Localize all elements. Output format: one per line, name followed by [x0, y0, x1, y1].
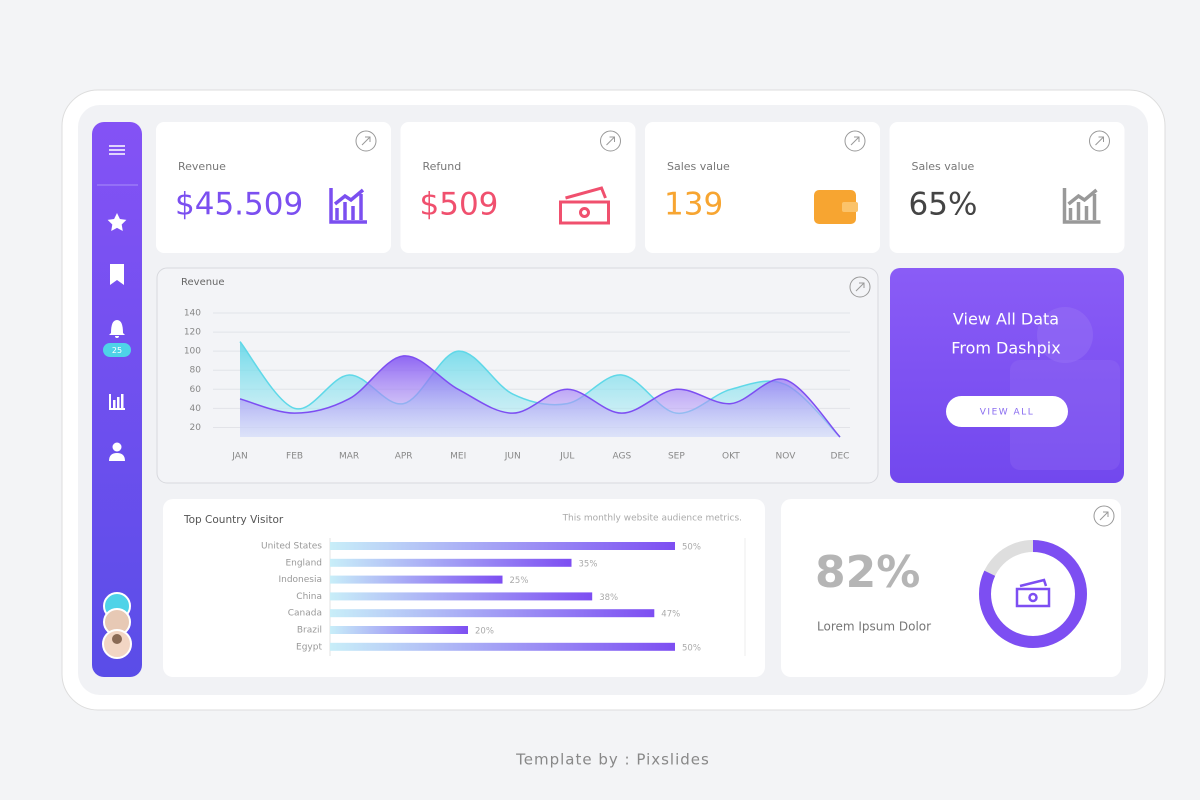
badge-count: 25 — [112, 346, 122, 355]
bar-value-label: 47% — [661, 610, 680, 620]
bar — [330, 542, 675, 550]
chart-icon[interactable] — [109, 394, 125, 410]
badge — [103, 343, 131, 357]
arrow-icon — [606, 136, 615, 146]
money-icon — [565, 186, 607, 200]
bar — [330, 626, 468, 634]
bar-value-label: 38% — [599, 593, 618, 603]
money-icon — [559, 200, 610, 225]
bookmark-icon[interactable] — [110, 264, 124, 285]
x-tick-label: SEP — [668, 452, 685, 462]
y-tick-label: 120 — [184, 328, 201, 338]
bar-subtitle: This monthly website audience metrics. — [562, 514, 742, 524]
stat-card — [400, 122, 636, 253]
bar-value-label: 25% — [510, 576, 529, 586]
stat-value: 139 — [664, 187, 723, 223]
bar — [330, 592, 593, 601]
money-icon — [579, 207, 590, 218]
wallet-clasp — [842, 202, 858, 212]
y-tick-label: 40 — [190, 404, 202, 414]
bar — [330, 609, 655, 618]
country-label: United States — [261, 542, 322, 552]
country-label: Indonesia — [278, 575, 322, 585]
bell-icon[interactable] — [109, 320, 125, 338]
x-tick-label: MEI — [450, 452, 466, 462]
footer-credit: Template by : Pixslides — [515, 751, 710, 769]
promo-title-line: View All Data — [953, 310, 1059, 329]
arrow-button[interactable] — [1089, 130, 1110, 152]
bar — [330, 575, 503, 584]
promo-title-line: From Dashpix — [951, 339, 1060, 358]
stat-icon — [559, 186, 610, 225]
bar-value-label: 35% — [579, 559, 598, 569]
x-tick-label: JUN — [504, 452, 521, 462]
area-fill — [240, 355, 840, 437]
stat-value: $45.509 — [175, 187, 303, 223]
x-tick-label: FEB — [286, 452, 303, 462]
y-tick-label: 80 — [190, 366, 202, 376]
bar-value-label: 20% — [475, 627, 494, 637]
donut-value: 82% — [815, 547, 920, 598]
bar-title: Top Country Visitor — [183, 514, 284, 526]
button-label: VIEW ALL — [980, 408, 1034, 418]
x-tick-label: APR — [395, 452, 413, 462]
stat-icon — [814, 190, 858, 224]
stat-label: Sales value — [667, 160, 730, 173]
arrow-button[interactable] — [844, 130, 866, 152]
bar-value-label: 50% — [682, 643, 701, 653]
stat-label: Refund — [423, 160, 462, 173]
x-tick-label: MAR — [339, 452, 359, 462]
y-tick-label: 140 — [184, 309, 201, 319]
x-tick-label: DEC — [831, 452, 850, 462]
chart-title: Revenue — [181, 277, 225, 288]
x-tick-label: JAN — [231, 452, 247, 462]
country-label: England — [285, 558, 322, 568]
x-tick-label: AGS — [612, 452, 631, 462]
country-label: Canada — [288, 609, 322, 619]
y-tick-label: 100 — [184, 347, 201, 357]
promo-photo — [1037, 307, 1093, 363]
donut-caption: Lorem Ipsum Dolor — [817, 620, 931, 634]
stat-icon — [329, 188, 367, 224]
stat-label: Sales value — [912, 160, 975, 173]
arrow-icon — [361, 136, 371, 146]
stat-value: $509 — [420, 187, 499, 223]
stat-label: Revenue — [178, 160, 226, 173]
stat-icon — [1062, 188, 1101, 224]
x-tick-label: JUL — [559, 452, 574, 462]
x-tick-label: OKT — [722, 452, 740, 462]
arrow-button[interactable] — [1093, 505, 1115, 527]
arrow-icon — [850, 136, 860, 146]
arrow-button[interactable] — [600, 130, 621, 152]
stat-value: 65% — [909, 187, 978, 223]
x-tick-label: NOV — [776, 452, 797, 462]
country-label: China — [296, 592, 322, 602]
money-icon — [1015, 578, 1051, 608]
area-line — [239, 341, 841, 438]
area-line — [239, 355, 841, 438]
star-icon[interactable] — [107, 213, 127, 231]
bar — [330, 642, 675, 651]
country-label: Brazil — [297, 626, 322, 636]
y-tick-label: 20 — [190, 423, 202, 433]
bar-value-label: 50% — [682, 543, 701, 553]
bar — [330, 558, 572, 567]
chart-icon — [329, 188, 367, 224]
avatars — [102, 592, 132, 659]
menu-icon[interactable] — [109, 145, 125, 155]
arrow-button[interactable] — [849, 276, 871, 298]
wallet-icon — [814, 190, 856, 224]
arrow-button[interactable] — [355, 130, 377, 152]
arrow-icon — [1095, 136, 1104, 146]
user-icon[interactable] — [109, 442, 125, 462]
donut-arc — [979, 540, 1087, 648]
chart-icon — [1062, 188, 1101, 224]
y-tick-label: 60 — [190, 385, 202, 395]
view-all-button[interactable] — [946, 396, 1068, 427]
country-label: Egypt — [296, 642, 322, 652]
promo-card — [890, 268, 1124, 483]
